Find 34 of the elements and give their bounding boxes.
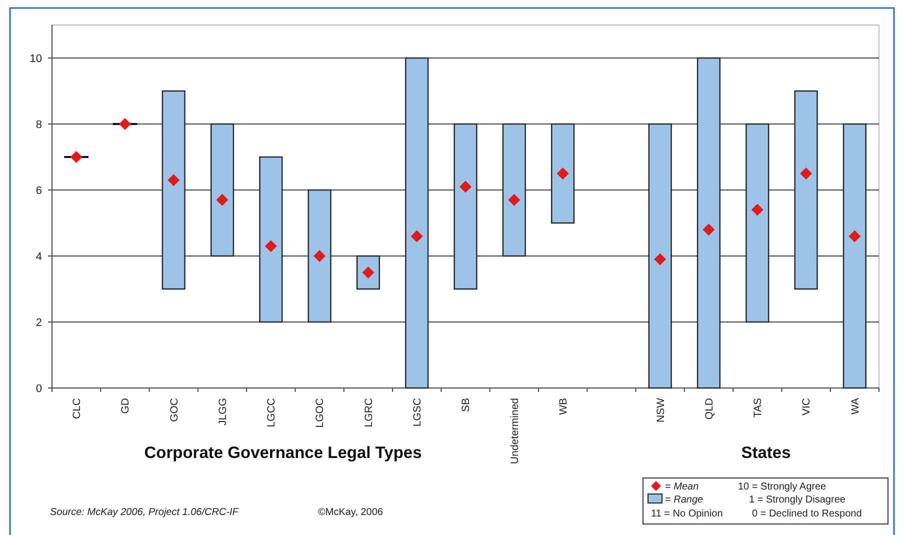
y-tick-label: 6 [36, 184, 42, 197]
x-tick-label: QLD [703, 398, 716, 420]
y-tick-label: 10 [30, 52, 42, 65]
x-tick-label: Undetermined [508, 398, 521, 464]
x-tick-label: LGRC [362, 398, 375, 428]
text: States [741, 444, 791, 462]
y-tick-label: 2 [36, 316, 42, 329]
x-tick-label: GD [120, 398, 132, 414]
x-tick-label: NSW [654, 398, 667, 422]
x-tick-label: LGSC [412, 398, 424, 427]
text: ©McKay, 2006 [318, 507, 384, 518]
x-tick-label: WA [849, 398, 862, 415]
y-tick-label: 4 [36, 250, 42, 263]
x-tick-label: LGOC [314, 398, 326, 428]
source-note: Source: McKay 2006, Project 1.06/CRC-IF [50, 507, 240, 518]
x-tick-label: SB [460, 398, 472, 412]
y-tick-label: 0 [36, 382, 42, 395]
text: 1 = Strongly Disagree [749, 494, 846, 506]
text: = [665, 494, 671, 506]
text: 0 = Declined to Respond [752, 508, 862, 520]
legend-label: Mean [674, 482, 700, 492]
legend-label: Range [674, 494, 704, 506]
x-tick-label: WB [557, 398, 570, 415]
x-tick-label: LGCC [266, 398, 278, 428]
text: 10 = Strongly Agree [738, 482, 827, 492]
x-tick-label: GOC [168, 398, 180, 422]
x-tick-label: JLGG [216, 398, 229, 426]
text: = [665, 482, 671, 492]
y-tick-label: 8 [36, 118, 42, 131]
text: Corporate Governance Legal Types [144, 444, 422, 462]
x-tick-label: CLC [71, 398, 83, 420]
text: 11 = No Opinion [651, 508, 723, 520]
x-tick-label: VIC [800, 398, 813, 416]
x-tick-label: TAS [752, 398, 764, 418]
